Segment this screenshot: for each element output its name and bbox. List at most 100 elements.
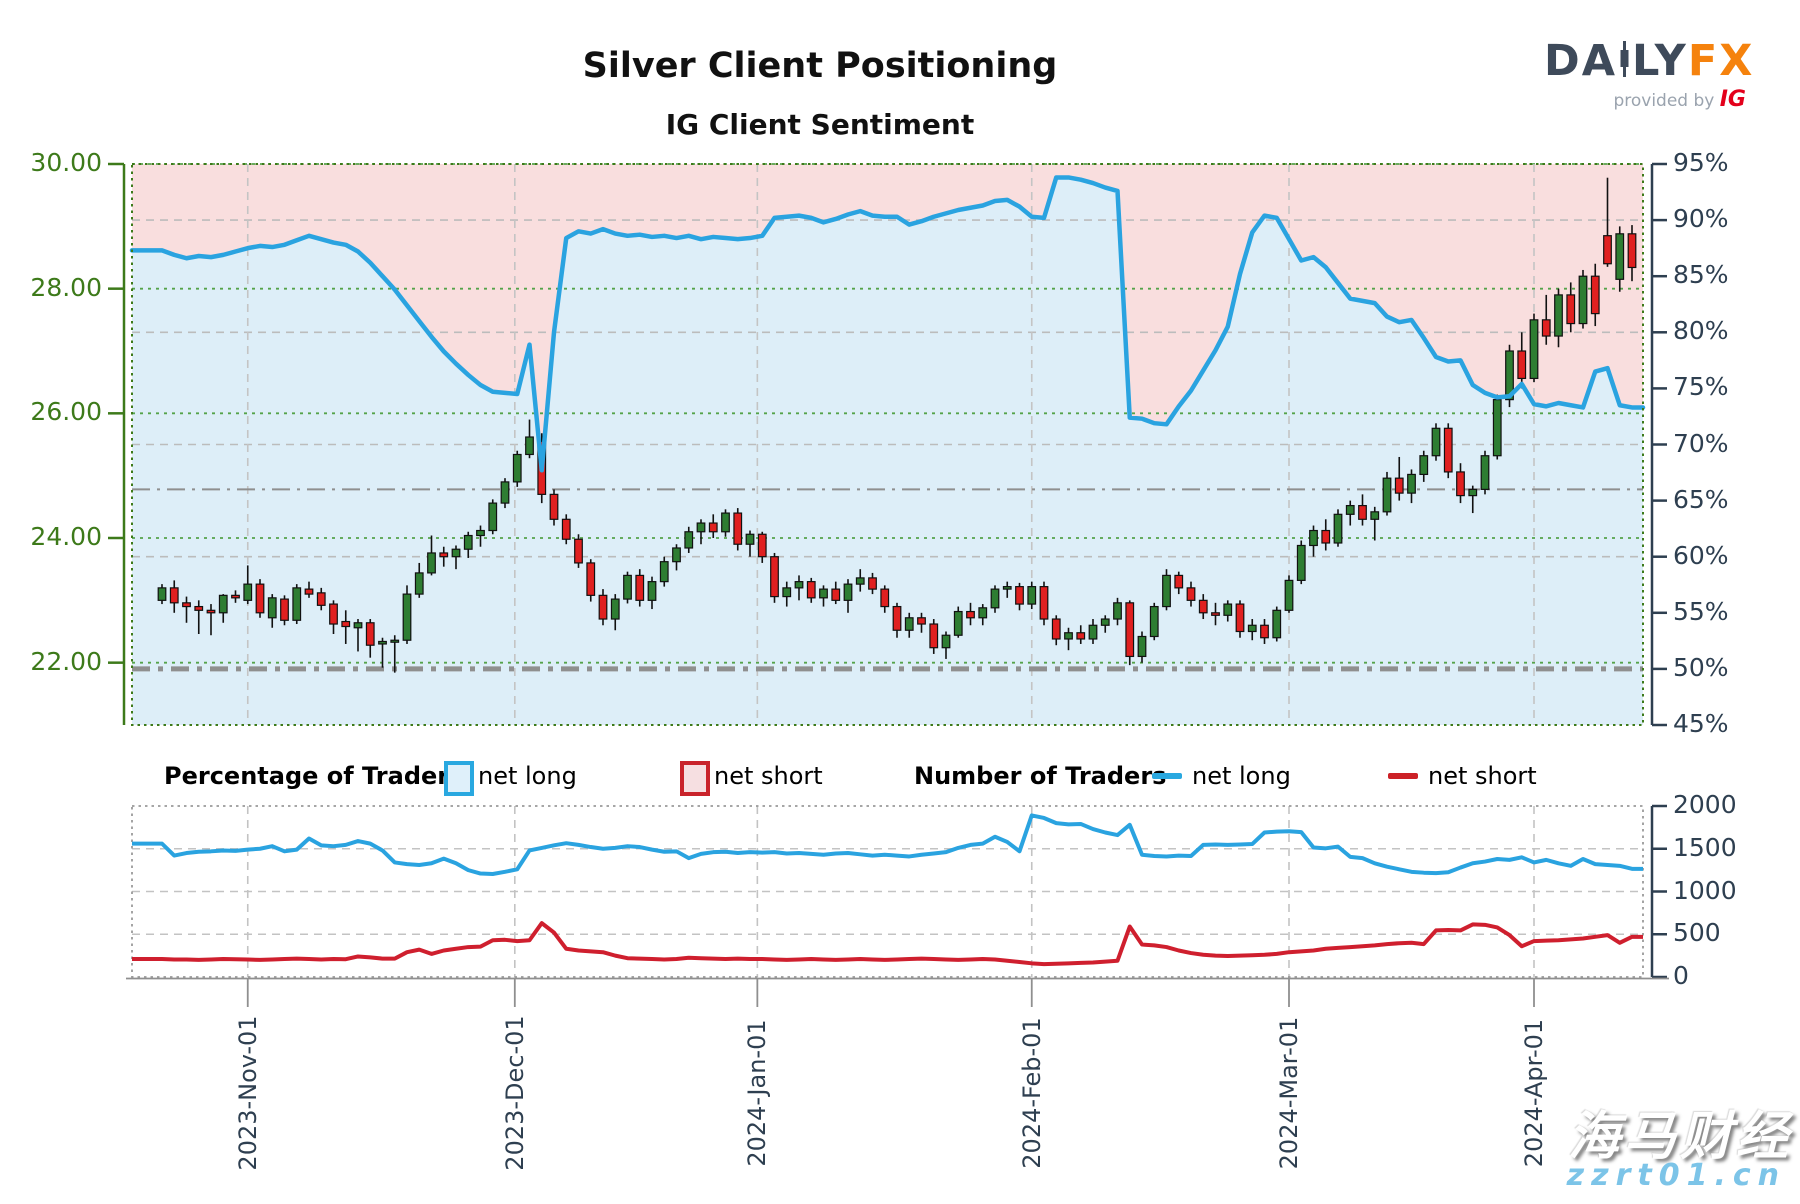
candle-body-up [1480, 455, 1490, 490]
candle-body-up [1615, 233, 1625, 280]
legend-number-of-traders: Number of Traders [914, 762, 1167, 790]
candle-body-down [574, 538, 583, 564]
sentiment-net-long-line [129, 175, 1646, 473]
candle-body-down [1590, 275, 1600, 315]
candle-body-down [733, 512, 743, 545]
candle-body-down [231, 594, 240, 599]
candle-body-down [1321, 529, 1331, 544]
logo-text-da: DA [1544, 36, 1617, 86]
candle-body-down [708, 522, 718, 533]
candle-body-down [868, 577, 877, 590]
candle-body-up [1027, 586, 1037, 605]
candle-body-up [378, 640, 387, 645]
candle-body-down [1627, 233, 1637, 269]
candle-body-down [194, 605, 204, 611]
candle-body-down [598, 594, 608, 620]
candle-body-up [1492, 399, 1502, 457]
candle-body-up [402, 593, 412, 641]
candle-body-down [757, 533, 767, 558]
candle-body-down [1076, 632, 1086, 640]
candle-body-down [892, 605, 902, 631]
candle-body-up [623, 574, 632, 600]
candle-body-up [1162, 574, 1171, 608]
candle-body-up [1223, 603, 1233, 616]
candle-body-down [1358, 504, 1367, 520]
candle-body-up [1002, 586, 1012, 590]
candle-body-up [941, 634, 951, 649]
candle-body-up [1272, 609, 1282, 639]
logo-text-fx: FX [1687, 36, 1755, 86]
candle-body-up [953, 610, 963, 636]
legend-net-long-label: net long [478, 762, 577, 790]
legend-net-short-line-label: net short [1428, 762, 1537, 790]
watermark-brand: 海马财经 [1567, 1107, 1792, 1167]
candle-body-down [329, 603, 338, 625]
legend-net-short-swatch [680, 761, 710, 796]
candle-body-up [1468, 488, 1478, 497]
candle-body-down [917, 617, 926, 625]
candle-body-up [414, 572, 424, 595]
candle-body-up [463, 534, 473, 550]
candle-body-up [1296, 544, 1306, 581]
legend-net-long-line-swatch [1152, 773, 1182, 779]
candle-body-up [267, 597, 277, 619]
candle-body-up [684, 531, 694, 549]
candle-body-down [1517, 350, 1527, 380]
candle-body-down [929, 623, 939, 649]
candle-body-down [1051, 618, 1061, 640]
candlestick-icon [1618, 41, 1631, 85]
legend-net-long-swatch [444, 761, 474, 796]
candle-body-up [1284, 579, 1294, 611]
candle-body-up [476, 529, 485, 537]
candle-body-up [745, 533, 755, 545]
candle-body-up [243, 583, 253, 601]
traders-line-net-long [132, 813, 1643, 876]
candle-body-down [880, 588, 890, 608]
traders-line-net-short [132, 921, 1643, 967]
candle-body-up [1529, 319, 1539, 380]
candle-body-up [1137, 635, 1147, 658]
candle-body-up [1431, 427, 1441, 457]
candle-body-up [696, 522, 706, 533]
main-plot-border [131, 163, 1644, 726]
candle-body-up [843, 583, 853, 601]
candle-body-down [365, 622, 375, 646]
candle-body-up [647, 581, 657, 601]
candle-body-up [218, 594, 228, 614]
candle-body-down [1198, 599, 1208, 614]
candle-body-up [610, 598, 620, 620]
legend-net-long-line-label: net long [1192, 762, 1291, 790]
watermark-url: zzrt01.cn [1566, 1158, 1786, 1193]
dailyfx-wordmark: DA LYFX [1544, 40, 1754, 85]
candle-body-up [1554, 294, 1563, 337]
candle-body-up [488, 502, 498, 532]
candle-body-up [990, 588, 1000, 609]
candle-body-down [1015, 586, 1024, 605]
candle-body-down [1186, 587, 1196, 601]
candle-body-up [1333, 513, 1343, 544]
candle-body-up [794, 581, 804, 589]
candle-body-up [978, 607, 988, 619]
candle-body-up [451, 548, 461, 558]
candle-body-down [1456, 471, 1465, 497]
candle-body-down [1211, 612, 1220, 616]
candle-body-down [561, 518, 571, 540]
candle-body-up [1345, 504, 1355, 515]
candle-body-up [672, 547, 681, 563]
candle-body-up [1088, 624, 1098, 640]
candle-body-up [500, 481, 510, 504]
logo-provided-by: provided by IG [1544, 87, 1754, 112]
candle-body-up [1149, 605, 1159, 638]
candle-body-down [1235, 603, 1245, 633]
candle-body-up [1309, 529, 1318, 547]
dailyfx-logo: DA LYFX provided by IG [1544, 40, 1754, 113]
candle-body-down [439, 552, 449, 558]
candle-body-up [1370, 511, 1380, 520]
candle-body-up [1578, 275, 1588, 325]
traders-plot-bg [132, 806, 1643, 977]
candle-body-up [819, 588, 828, 599]
candle-body-up [427, 552, 436, 574]
candle-body-up [782, 587, 792, 598]
